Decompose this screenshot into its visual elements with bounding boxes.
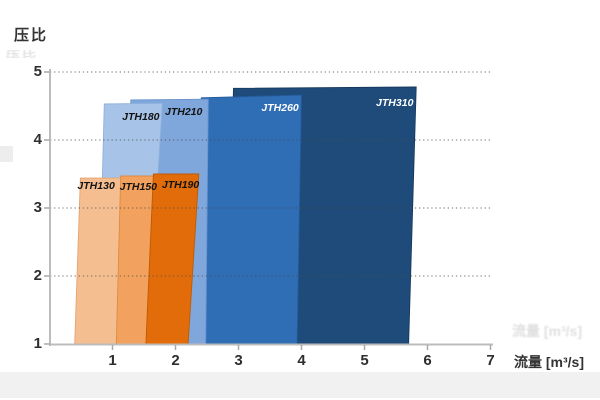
x-tick-label-5: 5 bbox=[360, 352, 369, 369]
x-tick-label-1: 1 bbox=[108, 352, 117, 369]
range-label-JTH260: JTH260 bbox=[261, 102, 299, 115]
range-label-JTH210: JTH210 bbox=[165, 106, 203, 119]
y-tick-label-3: 3 bbox=[33, 199, 42, 216]
x-tick-label-6: 6 bbox=[423, 352, 432, 369]
ylabel-ghost-watermark: 压比 bbox=[6, 49, 38, 59]
y-tick-label-4: 4 bbox=[33, 131, 42, 148]
range-label-JTH150: JTH150 bbox=[119, 180, 158, 193]
range-area-JTH260 bbox=[195, 94, 302, 345]
range-label-JTH190: JTH190 bbox=[161, 178, 200, 191]
x-tick-label-2: 2 bbox=[171, 352, 180, 369]
range-label-JTH130: JTH130 bbox=[77, 180, 115, 193]
y-axis-title: 压比 bbox=[14, 27, 49, 44]
y-tick-label-1: 1 bbox=[33, 335, 42, 352]
footer-watermark-band bbox=[0, 372, 600, 398]
x-tick-label-7: 7 bbox=[486, 352, 495, 369]
x-tick-label-3: 3 bbox=[234, 352, 243, 369]
y-tick-label-2: 2 bbox=[33, 267, 42, 284]
x-axis-title: 流量 [m³/s] bbox=[514, 354, 584, 370]
range-label-JTH310: JTH310 bbox=[376, 96, 414, 109]
x-tick-label-4: 4 bbox=[297, 352, 306, 369]
range-label-JTH180: JTH180 bbox=[122, 110, 160, 123]
watermark-smudge bbox=[0, 146, 13, 162]
y-tick-label-5: 5 bbox=[33, 63, 42, 80]
xlabel-ghost-watermark: 流量 [m³/s] bbox=[512, 323, 582, 339]
